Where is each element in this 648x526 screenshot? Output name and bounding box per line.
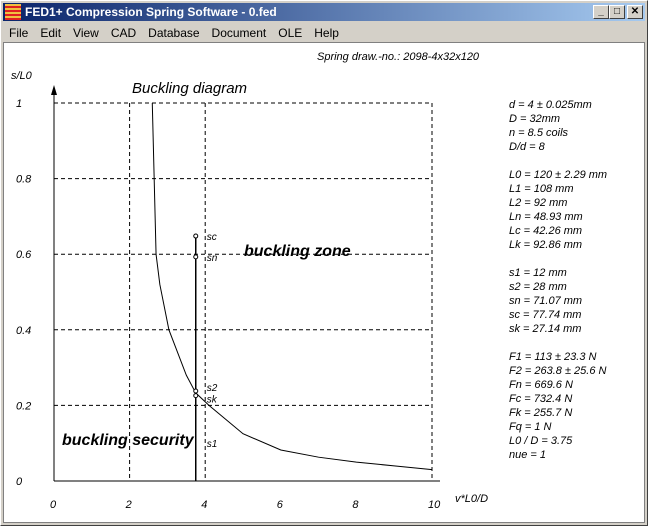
marker-label-sc: sc: [207, 232, 217, 243]
buckling-security-label: buckling security: [62, 432, 195, 449]
x-tick-label: 0: [50, 499, 57, 511]
drawing-number: Spring draw.-no.: 2098-4x32x120: [317, 51, 480, 63]
x-axis-label: v*L0/D: [455, 493, 488, 505]
menu-database[interactable]: Database: [148, 26, 200, 40]
y-tick-label: 1: [16, 98, 22, 110]
y-axis-label: s/L0: [11, 70, 33, 82]
parameter-line: Lc = 42.26 mm: [509, 225, 583, 237]
parameter-line: sn = 71.07 mm: [509, 295, 583, 307]
parameter-line: D/d = 8: [509, 141, 545, 153]
menu-ole[interactable]: OLE: [278, 26, 303, 40]
buckling-zone-label: buckling zone: [244, 243, 351, 260]
x-tick-label: 2: [125, 499, 132, 511]
parameter-line: nue = 1: [509, 449, 547, 461]
buckling-curve: [151, 102, 433, 471]
parameter-line: Fc = 732.4 N: [509, 393, 573, 405]
menu-view[interactable]: View: [73, 26, 99, 40]
y-tick-label: 0.4: [16, 325, 31, 337]
parameter-line: sc = 77.74 mm: [509, 309, 582, 321]
parameter-line: L2 = 92 mm: [509, 197, 568, 209]
parameter-line: L0 / D = 3.75: [509, 435, 573, 447]
parameter-line: L0 = 120 ± 2.29 mm: [509, 169, 608, 181]
title-bar[interactable]: FED1+ Compression Spring Software - 0.fe…: [3, 3, 645, 21]
x-tick-label: 10: [428, 499, 441, 511]
x-tick-label: 6: [277, 499, 284, 511]
parameter-line: Lk = 92.86 mm: [509, 239, 583, 251]
parameter-line: L1 = 108 mm: [509, 183, 574, 195]
marker-sk: [193, 393, 199, 399]
marker-label-s2: s2: [207, 383, 218, 394]
window-title: FED1+ Compression Spring Software - 0.fe…: [25, 5, 277, 19]
app-icon: [5, 4, 21, 20]
y-tick-label: 0.6: [16, 249, 32, 261]
y-axis-arrow: [51, 85, 57, 95]
close-button[interactable]: ✕: [627, 5, 643, 19]
parameter-line: Fn = 669.6 N: [509, 379, 573, 391]
marker-sn: [193, 254, 199, 260]
buckling-chart: Buckling diagram s/L0 v*L0/D buckling zo…: [11, 70, 488, 511]
chart-title: Buckling diagram: [132, 80, 247, 97]
marker-s2: [193, 388, 199, 394]
x-tick-label: 4: [201, 499, 207, 511]
parameter-line: Fq = 1 N: [509, 421, 552, 433]
parameter-line: F1 = 113 ± 23.3 N: [509, 351, 597, 363]
parameter-line: d = 4 ± 0.025mm: [509, 99, 592, 111]
menu-edit[interactable]: Edit: [40, 26, 62, 40]
y-tick-label: 0.8: [16, 174, 32, 186]
parameter-line: sk = 27.14 mm: [509, 323, 582, 335]
parameter-line: n = 8.5 coils: [509, 127, 569, 139]
marker-label-s1: s1: [207, 439, 218, 450]
minimize-button[interactable]: _: [593, 5, 609, 19]
menu-bar: File Edit View CAD Database Document OLE…: [3, 23, 345, 42]
menu-file[interactable]: File: [9, 26, 29, 40]
menu-help[interactable]: Help: [314, 26, 339, 40]
menu-document[interactable]: Document: [211, 26, 267, 40]
parameter-line: s2 = 28 mm: [509, 281, 567, 293]
parameter-line: F2 = 263.8 ± 25.6 N: [509, 365, 607, 377]
marker-label-sk: sk: [207, 395, 218, 406]
menu-cad[interactable]: CAD: [110, 26, 137, 40]
parameter-line: Fk = 255.7 N: [509, 407, 573, 419]
parameter-line: D = 32mm: [509, 113, 561, 125]
x-tick-label: 8: [352, 499, 359, 511]
marker-label-sn: sn: [207, 253, 218, 264]
parameter-line: Ln = 48.93 mm: [509, 211, 583, 223]
y-tick-label: 0.2: [16, 400, 31, 412]
maximize-button[interactable]: □: [609, 5, 625, 19]
marker-sc: [193, 233, 199, 239]
y-tick-label: 0: [16, 476, 23, 488]
parameter-line: s1 = 12 mm: [509, 267, 567, 279]
drawing-canvas: Spring draw.-no.: 2098-4x32x120 Buckling…: [3, 42, 645, 523]
